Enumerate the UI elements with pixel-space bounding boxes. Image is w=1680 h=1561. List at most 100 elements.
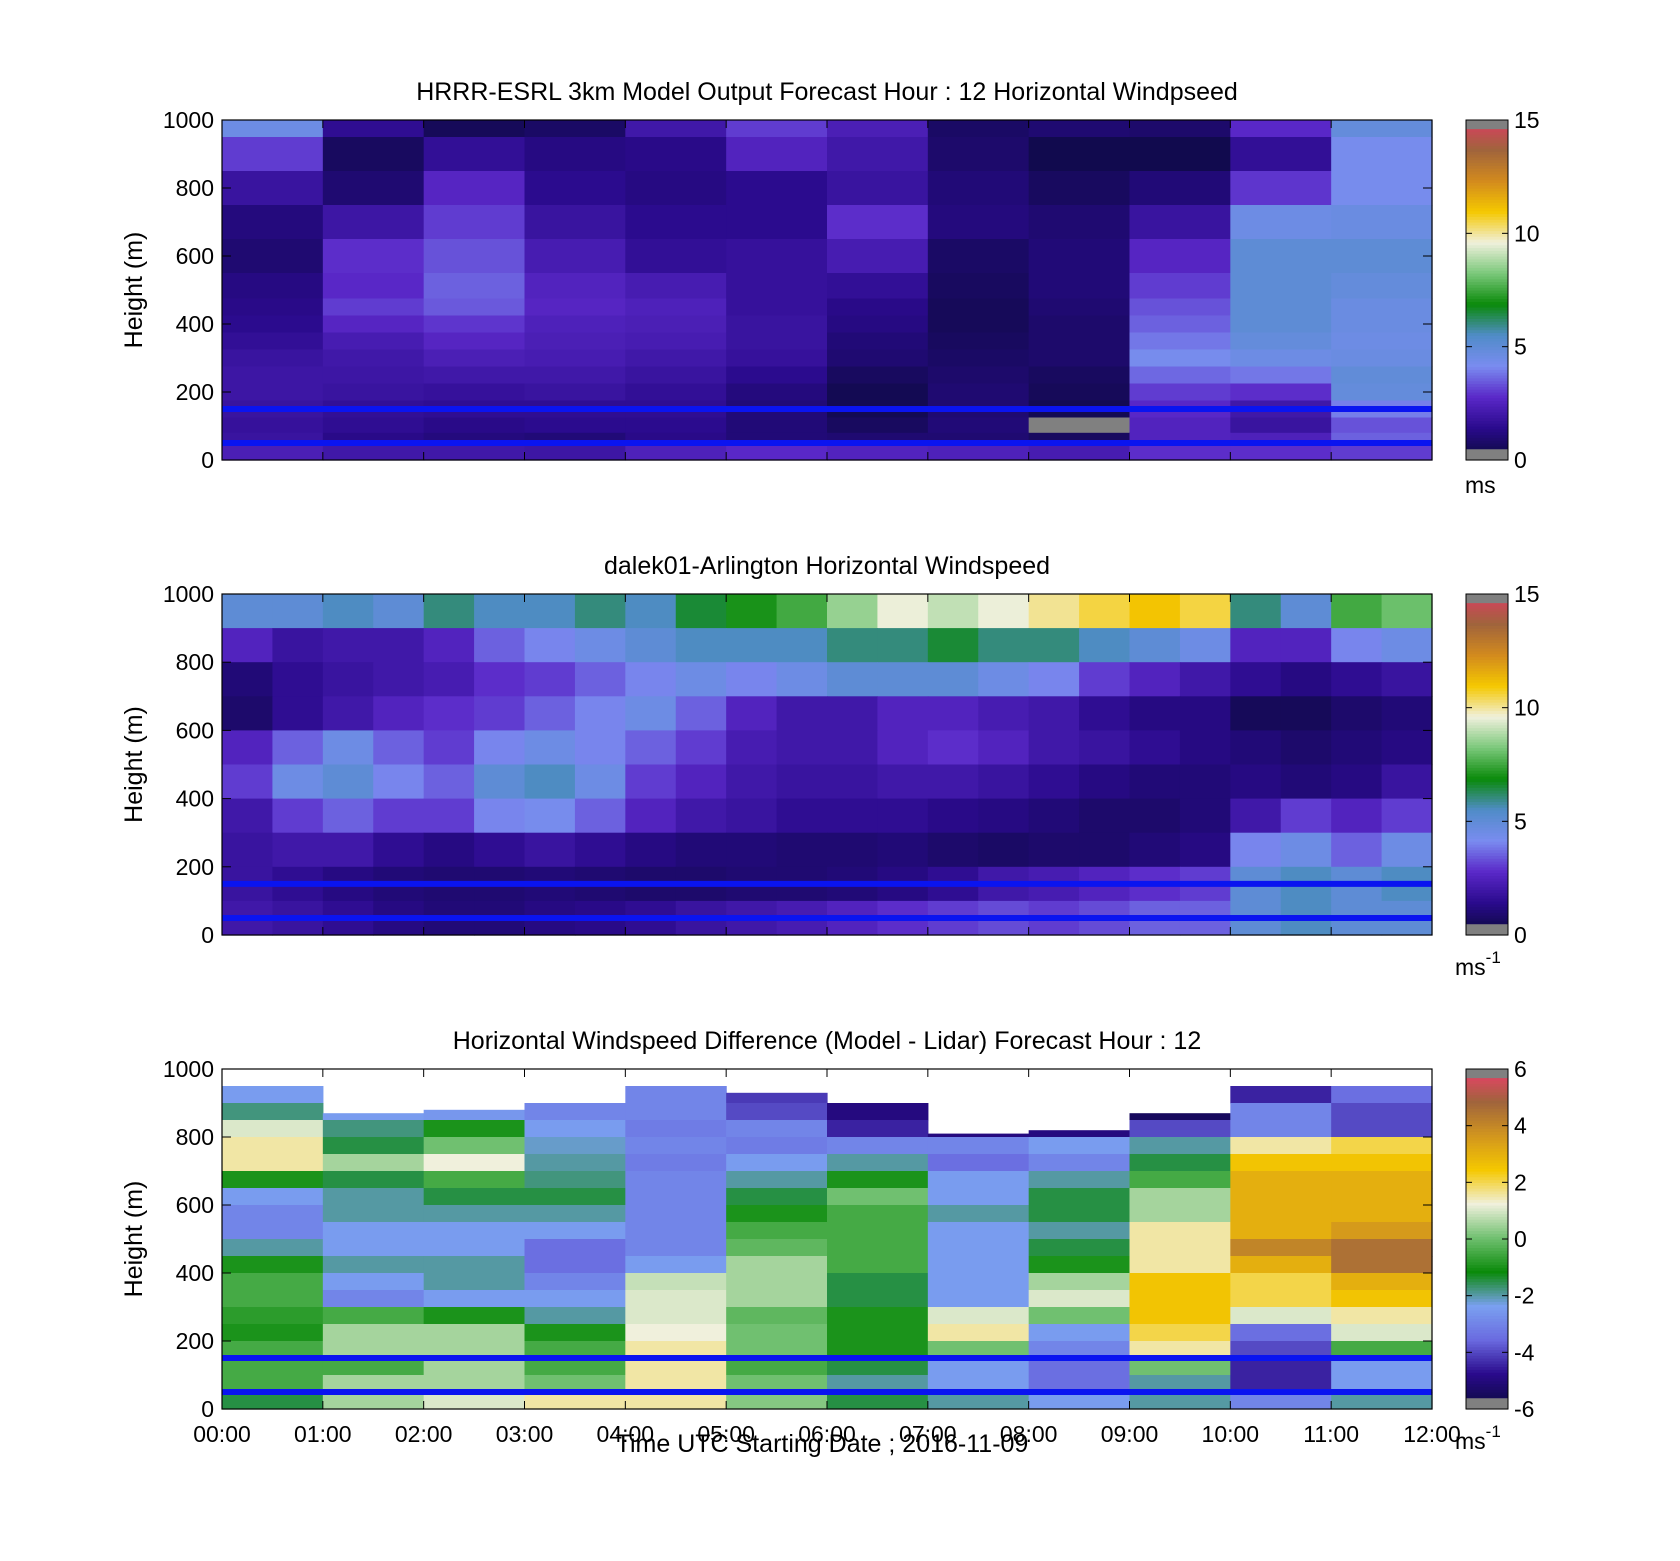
colorbar-segment [1466,929,1508,933]
heatmap-cell [222,1103,324,1121]
heatmap-cell [524,1188,626,1206]
colorbar-segment [1466,301,1508,305]
colorbar-segment [1466,716,1508,720]
heatmap-cell [1331,1290,1433,1308]
colorbar-segment [1466,804,1508,808]
colorbar-segment [1466,829,1508,834]
colorbar-segment [1466,366,1508,370]
colorbar-segment [1466,787,1508,791]
heatmap-cell [1331,239,1433,274]
heatmap-cell [675,662,727,697]
heatmap-cell [1230,1375,1332,1393]
colorbar-segment [1466,1111,1508,1115]
heatmap-cell [222,315,324,334]
panel-model: 0 200 400 600 800 1000 HRRR-ESRL 3km Model Out… [120,78,1540,498]
heatmap-cell [1331,315,1433,334]
heatmap-cell [322,239,425,274]
colorbar-segment [1466,193,1508,198]
colorbar-segment [1466,909,1508,913]
colorbar-segment [1466,230,1508,234]
heatmap-cell [726,120,828,138]
heatmap-cell [373,798,425,834]
colorbar-segment [1466,346,1508,351]
heatmap-cell [827,1188,929,1206]
heatmap-cell [423,273,526,300]
heatmap-cell [827,137,929,172]
heatmap-cell [1028,1273,1131,1291]
colorbar-segment [1466,778,1508,783]
colorbar-segment [1466,1080,1508,1084]
colorbar-segment [1466,665,1508,669]
colorbar-segment [1466,917,1508,922]
heatmap-cell [1331,137,1433,172]
colorbar-segment [1466,426,1508,430]
colorbar-segment [1466,835,1508,839]
heatmap-cell [322,1120,425,1138]
colorbar-segment [1466,120,1508,124]
heatmap-cell [1230,273,1332,300]
colorbar-segment [1466,236,1508,240]
colorbar-segment [1466,1329,1508,1334]
heatmap-cell [524,1154,626,1172]
heatmap-cell [222,205,324,240]
heatmap-cell [1331,1171,1433,1189]
y-tick-label: 600 [176,1192,214,1218]
heatmap-cell [524,366,626,385]
heatmap-cell [474,832,526,868]
heatmap-cell [1179,764,1231,800]
colorbar-segment [1466,256,1508,260]
heatmap-cell [927,120,1030,138]
heatmap-cell [827,1154,929,1172]
heatmap-cell [625,366,727,385]
heatmap-cell [726,1307,828,1325]
heatmap-cell [1129,417,1231,434]
heatmap-cell [1028,120,1131,138]
heatmap-cell [927,1205,1030,1223]
heatmap-cell [927,366,1030,385]
colorbar-segment [1466,647,1508,652]
colorbar-segment [1466,1151,1508,1155]
heatmap-cell [322,315,425,334]
heatmap-cell [423,239,526,274]
colorbar-segment [1466,406,1508,410]
heatmap-cell [474,730,526,766]
colorbar-segment [1466,151,1508,155]
colorbar-segment [1466,758,1508,763]
heatmap-cell [474,594,526,629]
colorbar-segment [1466,1137,1508,1141]
y-tick-label: 400 [176,1260,214,1286]
heatmap-cell [726,273,828,300]
colorbar-segment [1466,440,1508,444]
heatmap-cell [574,764,626,800]
colorbar-segment [1466,372,1508,376]
colorbar-segment [1466,315,1508,319]
heatmap-cell [1331,730,1383,766]
heatmap-cell [222,349,324,368]
heatmap-cell [524,273,626,300]
heatmap-cell [222,137,324,172]
colorbar-segment [1466,673,1508,678]
heatmap-cell [726,315,828,334]
heatmap-cell [1230,366,1332,385]
heatmap-cell [1230,1154,1332,1172]
heatmap-cell [1230,1307,1332,1325]
heatmap-cell [423,1154,526,1172]
heatmap-cell [1230,798,1282,834]
heatmap-cell [625,1205,727,1223]
heatmap-cell [222,1375,324,1393]
heatmap-cell [1331,1188,1433,1206]
colorbar-segment [1466,409,1508,413]
colorbar-segment [1466,878,1508,882]
heatmap-cell [222,764,274,800]
colorbar-segment [1466,812,1508,817]
colorbar-segment [1466,1273,1508,1277]
heatmap-cell [1129,1171,1231,1189]
colorbar-segment [1466,798,1508,803]
heatmap-cell [1028,1188,1131,1206]
heatmap-cell [625,417,727,434]
colorbar-segment [1466,1210,1508,1215]
heatmap-cell [827,730,879,766]
colorbar-segment [1466,423,1508,427]
heatmap-cell [726,764,778,800]
heatmap-cell [1331,1137,1433,1155]
